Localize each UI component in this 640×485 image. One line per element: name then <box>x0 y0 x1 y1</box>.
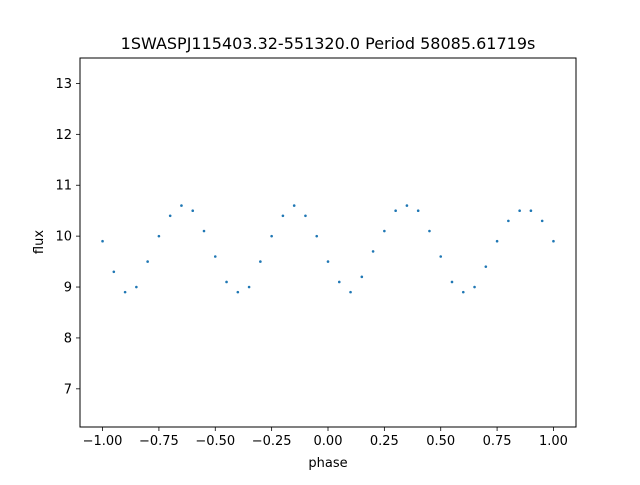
data-point <box>101 239 104 243</box>
y-tick-label: 7 <box>64 382 72 397</box>
data-point <box>461 290 465 294</box>
data-point <box>259 260 262 263</box>
data-point <box>450 280 454 284</box>
data-point <box>405 204 409 207</box>
x-axis-ticks: −1.00 −0.75 −0.50 −0.25 0.00 0.25 0.50 0.75 1.00 <box>83 427 568 449</box>
data-point <box>135 285 138 289</box>
x-tick-label: 0.50 <box>426 434 455 449</box>
data-point <box>371 250 375 253</box>
data-point <box>326 260 330 263</box>
y-tick-label: 9 <box>64 281 72 296</box>
y-tick-label: 10 <box>55 230 72 245</box>
y-tick-label: 11 <box>55 179 72 194</box>
y-tick-label: 13 <box>55 77 72 92</box>
y-tick-label: 8 <box>64 331 72 346</box>
data-points <box>101 204 555 294</box>
data-point <box>146 260 149 263</box>
data-point <box>180 204 183 207</box>
data-point <box>552 239 555 243</box>
x-axis-label: phase <box>308 456 347 471</box>
data-point <box>281 214 285 218</box>
data-point <box>337 280 341 284</box>
chart-title: 1SWASPJ115403.32-551320.0 Period 58085.6… <box>121 34 536 53</box>
y-axis-ticks: 7 8 9 10 11 12 13 <box>55 77 80 397</box>
x-tick-label: 0.25 <box>370 434 399 449</box>
data-point <box>349 290 352 294</box>
x-tick-label: 0.00 <box>314 434 343 449</box>
data-point <box>439 255 443 258</box>
data-point <box>360 275 364 279</box>
data-point <box>315 234 319 238</box>
data-point <box>191 209 195 212</box>
data-point <box>304 214 307 218</box>
data-point <box>247 285 251 289</box>
data-point <box>112 270 116 274</box>
y-tick-label: 12 <box>55 128 72 143</box>
x-tick-label: −1.00 <box>83 434 123 449</box>
data-point <box>292 204 296 207</box>
x-tick-label: −0.25 <box>252 434 292 449</box>
data-point <box>168 214 172 218</box>
data-point <box>236 290 240 294</box>
x-tick-label: −0.75 <box>139 434 179 449</box>
data-point <box>157 234 161 238</box>
data-point <box>473 285 476 289</box>
data-point <box>495 239 499 243</box>
y-axis-label: flux <box>32 230 47 254</box>
data-point <box>416 209 420 212</box>
data-point <box>225 280 228 284</box>
data-point <box>202 229 206 233</box>
data-point <box>507 219 510 223</box>
x-tick-label: 0.75 <box>483 434 512 449</box>
data-point <box>213 255 217 258</box>
x-tick-label: 1.00 <box>539 434 568 449</box>
data-point <box>484 265 488 268</box>
data-point <box>428 229 431 233</box>
data-point <box>383 229 386 233</box>
data-point <box>270 234 273 238</box>
data-point <box>518 209 521 212</box>
data-point <box>540 219 544 223</box>
data-point <box>394 209 397 212</box>
data-point <box>529 209 533 212</box>
x-tick-label: −0.50 <box>195 434 235 449</box>
data-point <box>123 290 127 294</box>
